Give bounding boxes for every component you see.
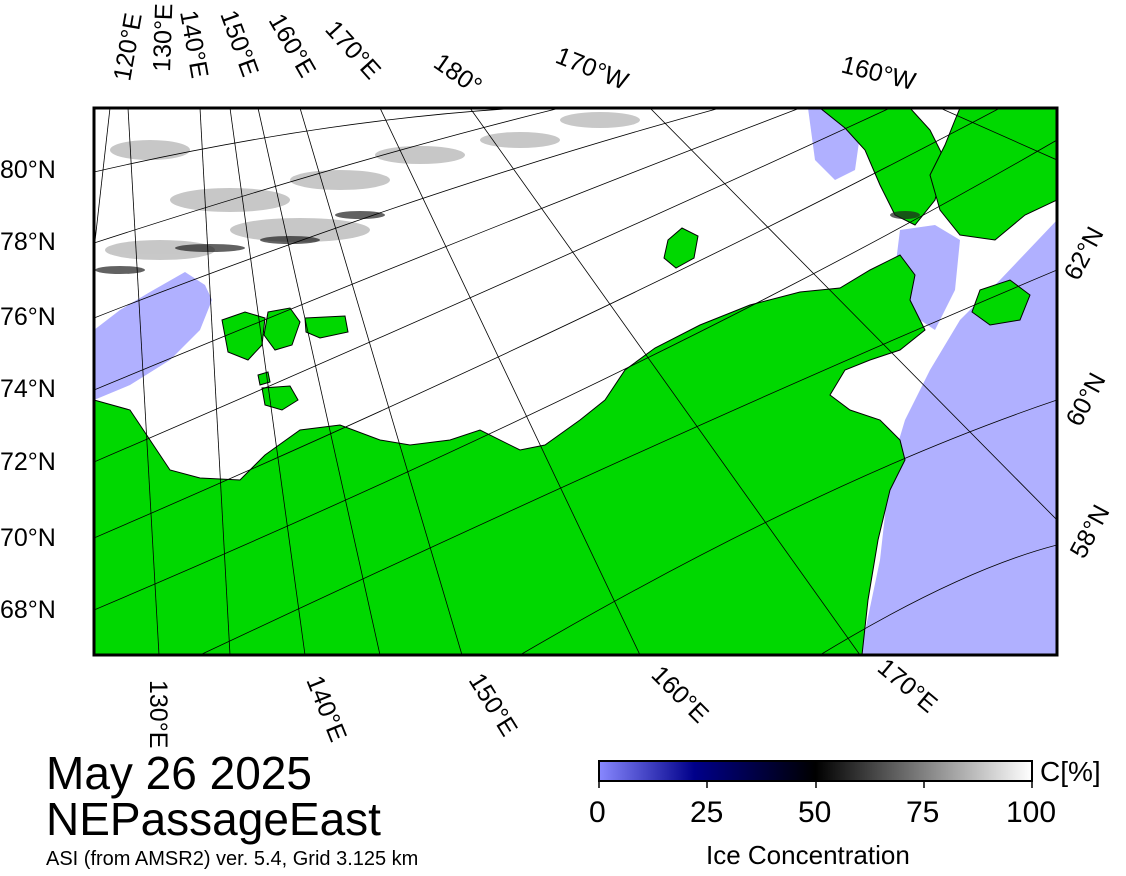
chukotka-land <box>819 108 946 226</box>
new-siberian-island-2 <box>263 307 301 351</box>
lat-label-left: 74°N <box>0 375 56 403</box>
colorbar-tick-label: 25 <box>690 796 724 829</box>
colorbar-tick-label: 50 <box>798 796 832 829</box>
colorbar-title: Ice Concentration <box>706 840 910 870</box>
dense-ice-streaks <box>95 211 920 274</box>
lon-label-top: 180° <box>429 48 487 101</box>
lat-label-left: 70°N <box>0 524 56 552</box>
alaska-land <box>929 108 1057 241</box>
lon-label-top: 130°E <box>148 3 178 72</box>
colorbar-tick-label: 0 <box>589 796 606 829</box>
lon-label-bottom: 170°E <box>872 653 942 718</box>
lon-label-bottom: 150°E <box>463 668 523 741</box>
bottom-longitude-labels: 130°E 140°E 150°E 160°E 170°E <box>144 653 943 748</box>
wrangel-island <box>663 227 699 269</box>
lat-label-right: 60°N <box>1061 368 1112 430</box>
lat-label-left: 76°N <box>0 303 56 331</box>
lat-label-right: 58°N <box>1065 500 1116 562</box>
lat-label-right: 62°N <box>1059 222 1110 284</box>
laptev-open-water <box>94 272 212 400</box>
graticule-parallels <box>94 108 1057 655</box>
graticule-meridians <box>94 108 1057 655</box>
lon-label-bottom: 160°E <box>646 660 714 728</box>
bering-sea-water <box>860 220 1057 655</box>
thin-ice-texture <box>105 112 640 260</box>
lat-label-left: 80°N <box>0 156 56 184</box>
lon-label-bottom: 140°E <box>300 672 352 746</box>
new-siberian-island-3 <box>304 315 349 339</box>
lon-label-top: 150°E <box>214 6 264 80</box>
lon-label-top: 160°E <box>263 9 321 82</box>
right-latitude-labels: 62°N 60°N 58°N <box>1059 222 1116 562</box>
lon-label-top: 140°E <box>174 8 213 80</box>
bear-islands <box>261 385 299 411</box>
siberia-land <box>94 254 926 655</box>
lon-label-top: 170°E <box>320 15 387 85</box>
colorbar <box>598 760 1033 782</box>
data-source: ASI (from AMSR2) ver. 5.4, Grid 3.125 km <box>46 848 419 870</box>
colorbar-tick-label: 100 <box>1006 796 1057 829</box>
lon-label-bottom: 130°E <box>144 680 172 748</box>
island-right <box>971 279 1031 326</box>
top-longitude-labels: 120°E 130°E 140°E 150°E 160°E 170°E 180°… <box>108 3 918 101</box>
colorbar-tick-label: 75 <box>906 796 940 829</box>
lon-label-top: 160°W <box>839 51 919 96</box>
lat-label-left: 72°N <box>0 448 56 476</box>
map-date: May 26 2025 <box>46 747 312 799</box>
lat-label-left: 68°N <box>0 596 56 624</box>
colorbar-ticks <box>598 781 1033 788</box>
left-latitude-labels: 80°N 78°N 76°N 74°N 72°N 70°N 68°N <box>0 156 56 624</box>
map-frame <box>92 106 1059 657</box>
small-island <box>257 371 271 386</box>
lon-label-top: 120°E <box>108 11 147 83</box>
lat-label-left: 78°N <box>0 228 56 256</box>
colorbar-unit: C[%] <box>1040 756 1101 787</box>
region-name: NEPassageEast <box>46 793 381 845</box>
lon-label-top: 170°W <box>552 42 633 96</box>
